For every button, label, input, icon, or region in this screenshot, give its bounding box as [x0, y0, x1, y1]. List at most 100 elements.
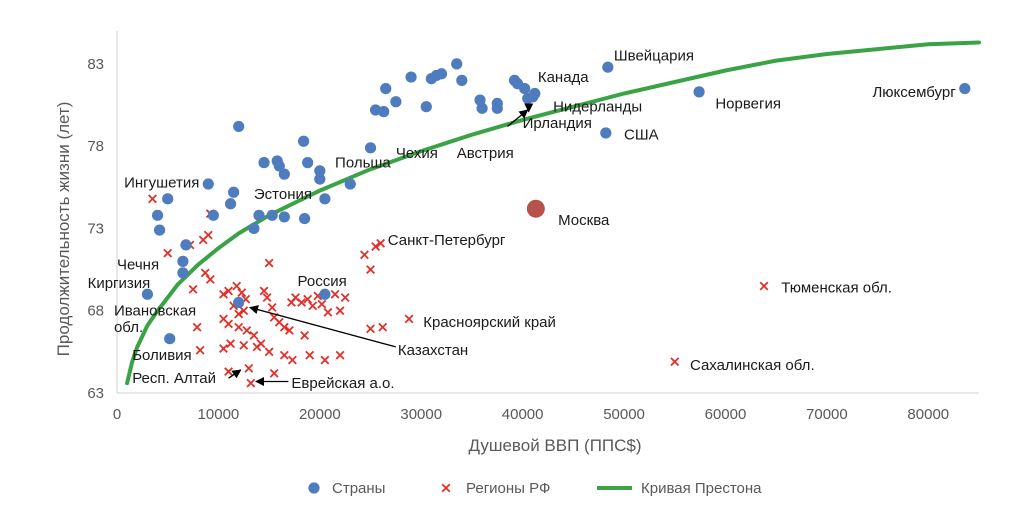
region-point-stroke [303, 294, 313, 304]
region-point-stroke [224, 319, 233, 329]
x-tick-label: 70000 [806, 406, 848, 423]
region-point-stroke [244, 363, 254, 373]
axes [116, 31, 979, 394]
region-point [303, 294, 313, 304]
point-annotation: Канада [538, 69, 589, 86]
region-point [239, 306, 249, 316]
region-point [237, 288, 247, 298]
x-tick-label: 0 [113, 406, 121, 423]
point-annotation: Ивановская [114, 303, 196, 320]
region-point [323, 307, 333, 317]
region-point-stroke [335, 350, 345, 360]
region-point-stroke [291, 293, 300, 303]
region-point [224, 367, 233, 377]
preston-curve [125, 40, 981, 386]
region-point [188, 284, 198, 294]
legend: Страны Регионы РФ Кривая Престона [308, 480, 762, 497]
x-tick-label: 40000 [502, 406, 544, 423]
point-annotation: Нидерланды [553, 99, 642, 116]
y-tick-label: 78 [87, 138, 104, 155]
region-point-stroke [252, 342, 262, 352]
country-point [390, 96, 402, 108]
point-annotation: Красноярский край [423, 314, 556, 331]
country-point [141, 288, 154, 300]
country-point [476, 102, 488, 114]
country-point [266, 209, 278, 221]
x-tick-label: 20000 [299, 406, 341, 423]
region-point-stroke [242, 326, 252, 335]
country-point [380, 82, 392, 95]
country-point [177, 255, 189, 267]
region-point-stroke [371, 242, 381, 251]
point-annotation: Россия [298, 273, 347, 290]
y-tick-label: 63 [87, 385, 104, 402]
region-point-stroke [148, 194, 157, 204]
region-point [335, 306, 345, 316]
point-annotation: Ингушетия [124, 174, 199, 191]
region-point-stroke [224, 367, 233, 377]
region-point-stroke [234, 309, 244, 319]
point-annotation: Чехия [396, 145, 438, 162]
region-point-stroke [366, 324, 375, 334]
region-point-stroke [219, 289, 228, 299]
region-point [264, 347, 274, 357]
y-tick-label: 83 [87, 56, 104, 73]
region-point [376, 238, 386, 248]
legend-countries-label: Страны [332, 480, 385, 497]
region-point-stroke [205, 275, 215, 284]
legend-countries-marker [308, 482, 320, 494]
point-annotation: Тюменская обл. [781, 280, 892, 297]
region-point [308, 301, 318, 311]
region-point [335, 350, 345, 360]
point-annotation: обл. [114, 319, 143, 336]
region-point-stroke [300, 330, 310, 340]
region-point [224, 286, 233, 296]
annotation-arrow [507, 109, 529, 127]
region-point-stroke [239, 306, 249, 316]
legend-regions-marker [441, 483, 451, 493]
x-tick-label: 80000 [907, 406, 949, 423]
region-point [192, 322, 202, 332]
region-point [264, 258, 274, 268]
country-point [177, 267, 189, 279]
y-tick-labels: 63 68 73 78 83 [87, 56, 104, 402]
region-point [366, 324, 375, 334]
point-annotation: Эстония [254, 186, 312, 203]
region-point-stroke [279, 322, 289, 332]
region-point [259, 286, 269, 296]
x-tick-labels: 0 10000 20000 30000 40000 50000 60000 70000 8000… [113, 406, 949, 423]
country-point [207, 209, 219, 221]
moscow-marker [526, 199, 545, 218]
country-point [153, 224, 166, 236]
region-point [232, 281, 242, 291]
region-point [320, 355, 330, 365]
region-point-stroke [267, 302, 277, 312]
country-point [278, 168, 290, 180]
country-point [228, 186, 240, 198]
country-point [299, 212, 311, 225]
country-point [959, 82, 971, 95]
region-point-stroke [264, 347, 274, 357]
region-point [203, 230, 213, 240]
country-point [164, 333, 176, 345]
country-point [233, 120, 245, 133]
regions-points [148, 194, 769, 388]
region-point [759, 281, 769, 291]
country-point [319, 288, 331, 300]
point-annotation: Норвегия [715, 95, 781, 112]
region-point-stroke [262, 293, 272, 303]
x-tick-label: 10000 [198, 406, 240, 423]
x-tick-label: 60000 [705, 406, 747, 423]
region-point-stroke [264, 258, 274, 268]
annotation-arrow [248, 305, 397, 348]
region-point [163, 248, 173, 258]
region-point-stroke [366, 265, 375, 275]
region-point [234, 309, 244, 319]
region-point-stroke [335, 306, 345, 316]
region-point-stroke [376, 238, 386, 248]
region-point-stroke [219, 314, 228, 324]
country-point [405, 71, 417, 83]
point-annotation: Боливия [132, 347, 191, 364]
region-point [330, 289, 340, 299]
country-point [202, 178, 214, 190]
